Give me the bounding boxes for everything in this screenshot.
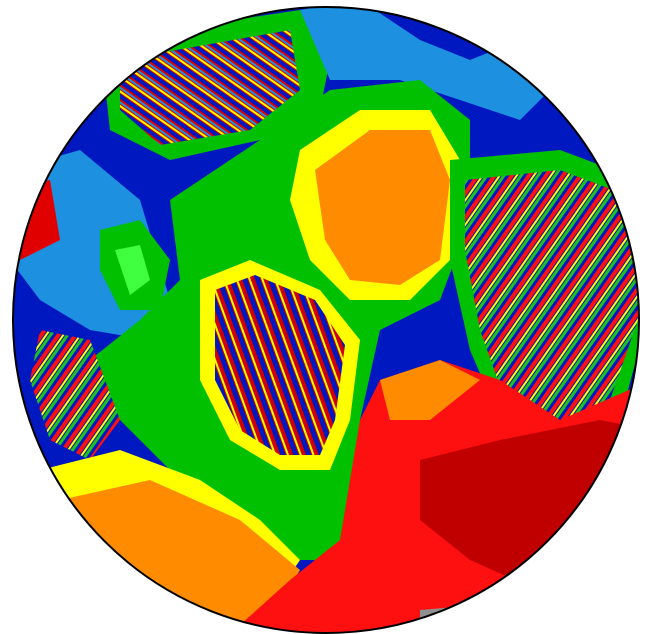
region — [300, 7, 560, 120]
disc-border — [12, 6, 640, 634]
gray-patch — [420, 605, 480, 633]
striped-left — [30, 330, 120, 460]
striped-right — [465, 170, 639, 430]
region — [120, 30, 300, 145]
orange-core — [315, 130, 450, 285]
region — [380, 360, 480, 420]
region — [115, 245, 150, 295]
striped-core — [215, 275, 345, 455]
